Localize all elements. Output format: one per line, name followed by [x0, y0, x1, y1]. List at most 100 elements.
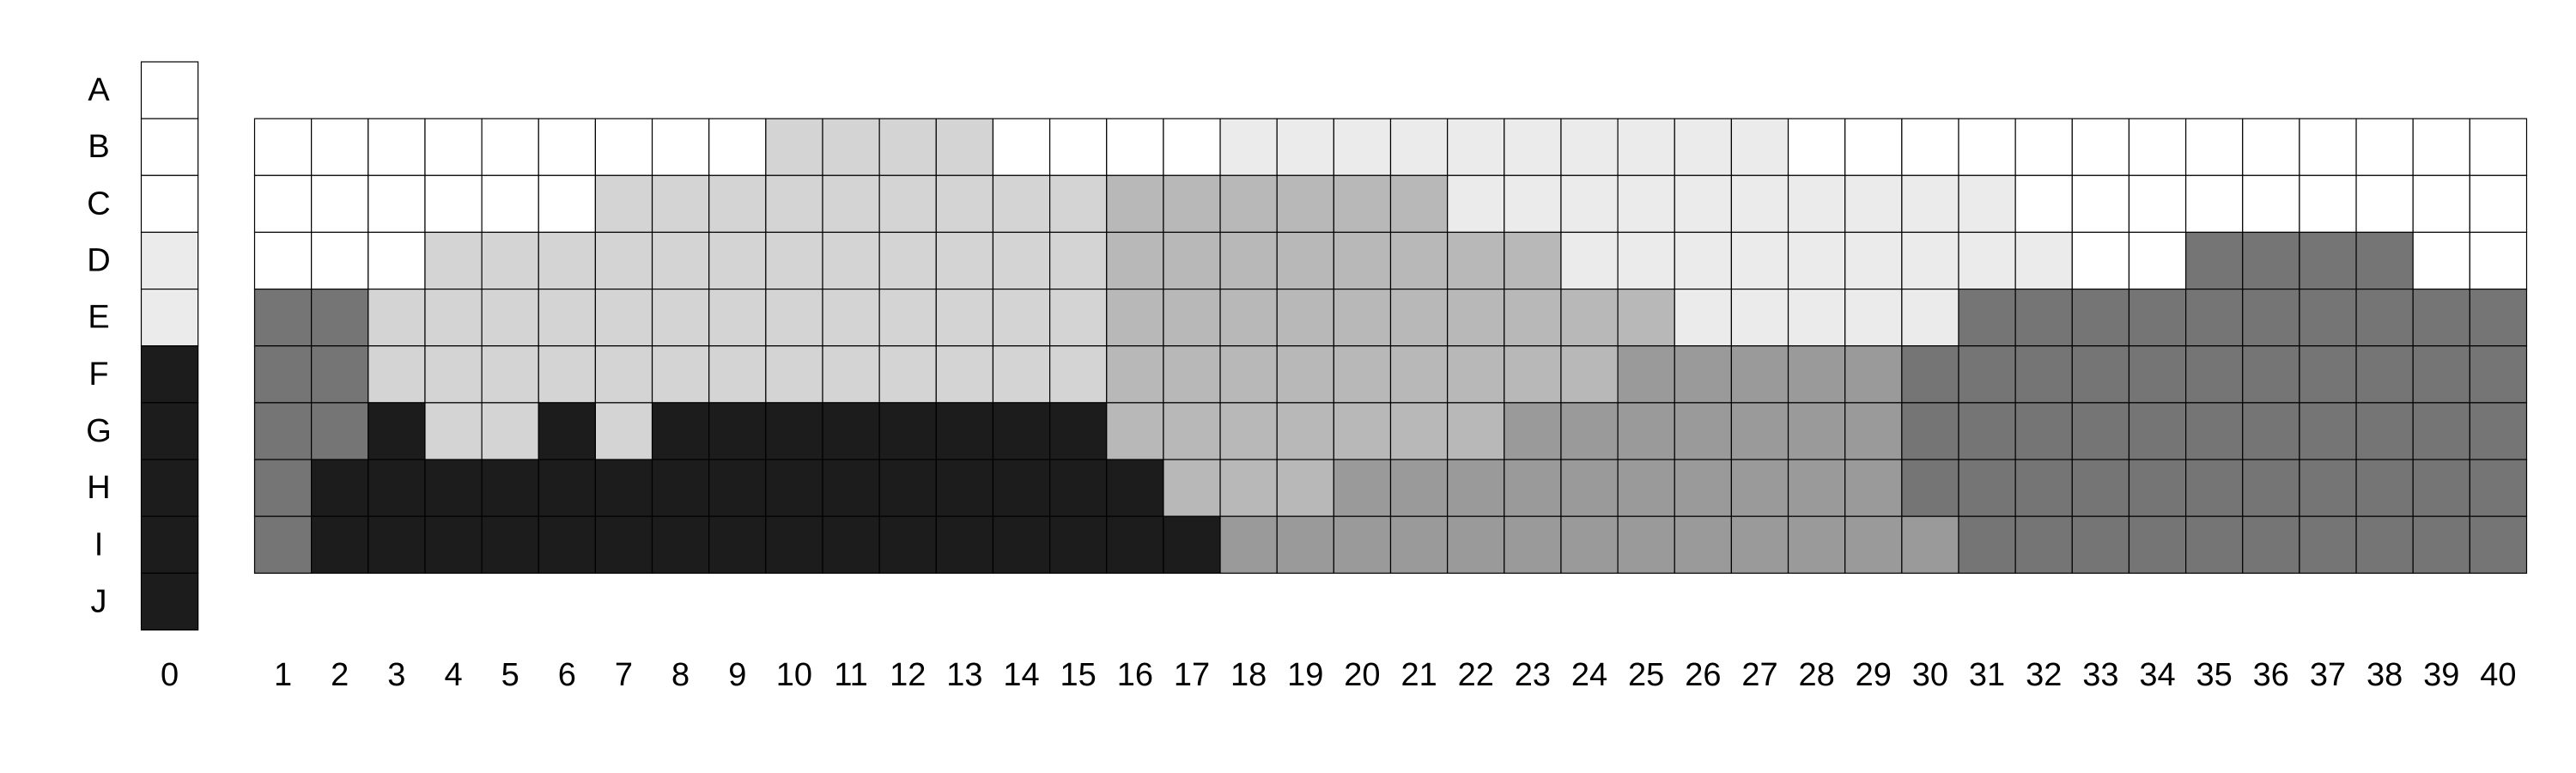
cell-38-g	[2355, 402, 2414, 460]
cell-40-i	[2469, 515, 2528, 574]
cell-1-c	[253, 174, 313, 234]
column-label-39: 39	[2423, 657, 2459, 693]
cell-17-c	[1163, 174, 1221, 234]
row-label-d: D	[87, 243, 110, 279]
cell-25-b	[1617, 118, 1675, 176]
cell-4-i	[424, 515, 483, 574]
cell-27-b	[1730, 118, 1789, 176]
cell-34-b	[2128, 118, 2187, 176]
cell-22-h	[1447, 459, 1505, 517]
cell-2-d	[311, 231, 369, 290]
cell-17-d	[1163, 231, 1221, 290]
cell-14-i	[992, 515, 1051, 574]
cell-17-g	[1163, 402, 1221, 460]
cell-9-f	[708, 345, 767, 404]
column-label-6: 6	[558, 657, 576, 693]
cell-10-i	[765, 515, 823, 574]
cell-36-h	[2242, 459, 2300, 517]
cell-7-i	[594, 515, 653, 574]
cell-24-c	[1560, 174, 1619, 234]
cell-36-e	[2242, 289, 2300, 347]
cell-9-i	[708, 515, 767, 574]
column-label-1: 1	[274, 657, 292, 693]
cell-6-i	[538, 515, 597, 574]
cell-30-h	[1901, 459, 1959, 517]
column-label-13: 13	[946, 657, 982, 693]
cell-25-i	[1617, 515, 1675, 574]
cell-9-e	[708, 289, 767, 347]
cell-25-g	[1617, 402, 1675, 460]
cell-21-d	[1389, 231, 1449, 290]
cell-20-g	[1333, 402, 1392, 460]
cell-9-b	[708, 118, 767, 176]
cell-14-g	[992, 402, 1051, 460]
cell-5-h	[481, 459, 539, 517]
column-label-32: 32	[2026, 657, 2062, 693]
cell-27-d	[1730, 231, 1789, 290]
cell-28-g	[1787, 402, 1846, 460]
cell-12-i	[878, 515, 937, 574]
cell-7-f	[594, 345, 653, 404]
cell-19-h	[1276, 459, 1334, 517]
cell-26-f	[1674, 345, 1733, 404]
cell-1-e	[253, 289, 313, 347]
cell-29-i	[1844, 515, 1903, 574]
cell-37-g	[2299, 402, 2357, 460]
cell-32-c	[2014, 174, 2073, 234]
cell-0-d	[140, 231, 199, 290]
cell-9-g	[708, 402, 767, 460]
cell-30-g	[1901, 402, 1959, 460]
cell-22-d	[1447, 231, 1505, 290]
cell-39-d	[2412, 231, 2470, 290]
cell-22-e	[1447, 289, 1505, 347]
cell-4-d	[424, 231, 483, 290]
column-label-2: 2	[331, 657, 349, 693]
cell-3-e	[368, 289, 426, 347]
cell-31-g	[1958, 402, 2016, 460]
cell-10-f	[765, 345, 823, 404]
column-label-15: 15	[1060, 657, 1097, 693]
cell-6-g	[538, 402, 597, 460]
cell-1-g	[253, 402, 313, 460]
cell-9-d	[708, 231, 767, 290]
cell-13-b	[935, 118, 994, 176]
cell-8-i	[651, 515, 710, 574]
column-label-11: 11	[834, 657, 867, 693]
cell-24-h	[1560, 459, 1619, 517]
cell-2-b	[311, 118, 369, 176]
cell-22-g	[1447, 402, 1505, 460]
cell-19-g	[1276, 402, 1334, 460]
row-label-b: B	[88, 129, 109, 165]
cell-8-e	[651, 289, 710, 347]
cell-31-i	[1958, 515, 2016, 574]
row-label-f: F	[88, 356, 108, 393]
cell-16-g	[1106, 402, 1164, 460]
cell-19-f	[1276, 345, 1334, 404]
cell-8-c	[651, 174, 710, 234]
column-label-3: 3	[387, 657, 405, 693]
cell-28-h	[1787, 459, 1846, 517]
cell-2-f	[311, 345, 369, 404]
cell-26-d	[1674, 231, 1733, 290]
cell-20-h	[1333, 459, 1392, 517]
cell-8-h	[651, 459, 710, 517]
cell-20-e	[1333, 289, 1392, 347]
cell-17-f	[1163, 345, 1221, 404]
cell-11-b	[822, 118, 880, 176]
cell-28-i	[1787, 515, 1846, 574]
cell-40-d	[2469, 231, 2528, 290]
cell-39-f	[2412, 345, 2470, 404]
row-label-j: J	[91, 583, 107, 619]
cell-22-f	[1447, 345, 1505, 404]
cell-5-d	[481, 231, 539, 290]
cell-18-d	[1219, 231, 1278, 290]
cell-2-g	[311, 402, 369, 460]
cell-7-e	[594, 289, 653, 347]
cell-37-e	[2299, 289, 2357, 347]
cell-3-c	[368, 174, 426, 234]
cell-12-g	[878, 402, 937, 460]
cell-21-b	[1389, 118, 1449, 176]
cell-24-d	[1560, 231, 1619, 290]
cell-16-f	[1106, 345, 1164, 404]
